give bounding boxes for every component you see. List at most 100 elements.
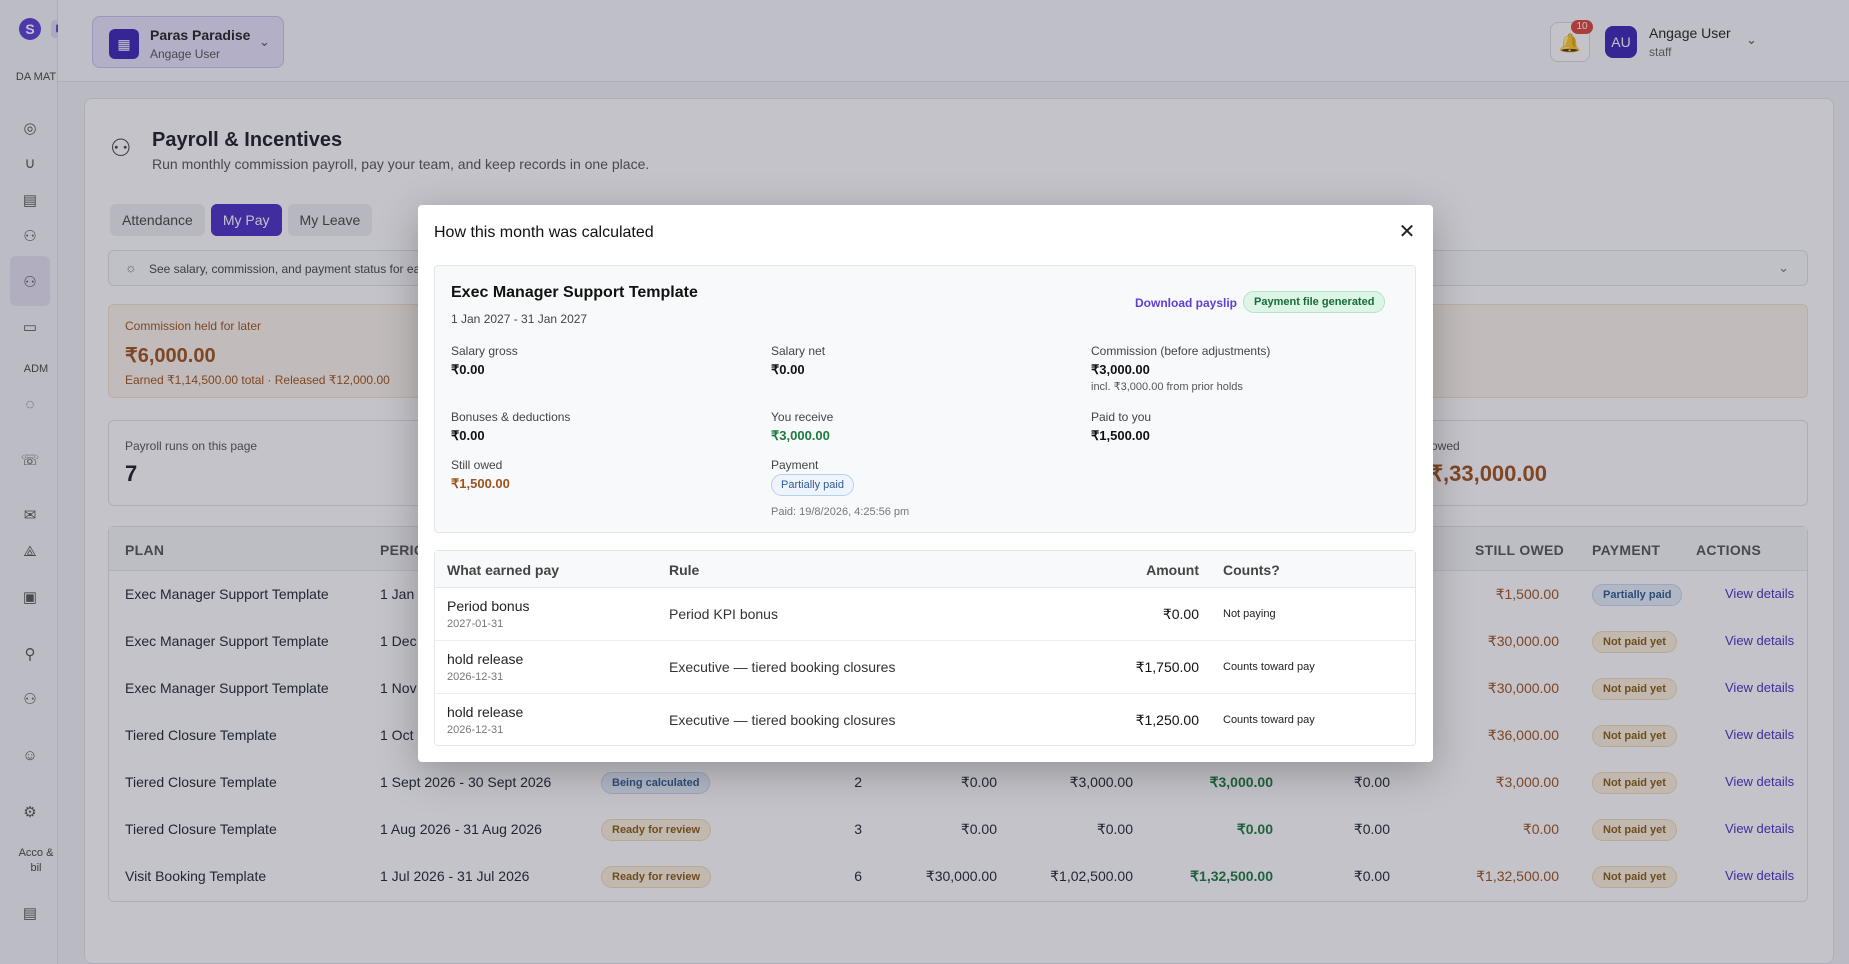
- table-row: hold release 2026-12-31 Executive — tiered…: [435, 694, 1415, 747]
- table-row: Exec Manager Support Template 1 Jan 2 ₹1,5…: [109, 572, 1807, 619]
- payroll-title-icon: ⚇: [110, 135, 132, 162]
- row-salary: ₹0.00: [960, 774, 997, 790]
- whatsapp-icon[interactable]: ◌: [25, 396, 35, 413]
- user-growth-icon[interactable]: ⚲: [24, 646, 36, 663]
- network-icon[interactable]: ⟁: [23, 543, 37, 560]
- tab-my-pay[interactable]: My Pay: [210, 204, 282, 236]
- dashboard-icon[interactable]: ◎: [23, 120, 37, 137]
- tab-attendance[interactable]: Attendance: [110, 204, 205, 236]
- table-row: Period bonus 2027-01-31 Period KPI bonus ₹0…: [435, 588, 1415, 641]
- row-plan: Tiered Closure Template: [125, 774, 277, 790]
- held-summary: Earned ₹1,14,500.00 total · Released ₹12…: [125, 373, 390, 387]
- earning-rule: Executive — tiered booking closures: [669, 659, 896, 675]
- sidebar-section-data: DA MAT: [15, 71, 57, 83]
- user-menu-chevron-icon[interactable]: ⌄: [1746, 32, 1757, 47]
- lightbulb-icon: ☼: [125, 260, 137, 275]
- document-icon[interactable]: ▤: [22, 192, 38, 209]
- header-plan: PLAN: [125, 542, 165, 558]
- users-icon[interactable]: ⚇: [23, 228, 37, 245]
- row-still-owed: ₹3,000.00: [1495, 774, 1559, 790]
- earning-rule: Period KPI bonus: [669, 606, 778, 622]
- sidebar-section-account: Acco & bil: [18, 847, 54, 874]
- earning-date: 2026-12-31: [447, 671, 504, 683]
- magnet-icon[interactable]: ∪: [24, 155, 36, 172]
- view-details-link[interactable]: View details: [1725, 868, 1795, 883]
- row-still-owed: ₹1,500.00: [1495, 586, 1559, 602]
- paid-timestamp: Paid: 19/8/2026, 4:25:56 pm: [771, 506, 910, 518]
- header-rule: Rule: [669, 562, 700, 578]
- row-commission: ₹3,000.00: [1069, 774, 1133, 790]
- page-tabs: Attendance My Pay My Leave: [110, 204, 373, 236]
- payroll-icon[interactable]: ⚇: [23, 274, 37, 291]
- earning-amount: ₹1,250.00: [1135, 712, 1199, 728]
- row-payment-badge: Not paid yet: [1592, 866, 1677, 888]
- header-period: PERIC: [380, 542, 425, 558]
- view-details-link[interactable]: View details: [1725, 774, 1795, 789]
- workspace-switcher[interactable]: ▦ Paras Paradise Angage User ⌄: [92, 16, 284, 68]
- you-receive-value: ₹3,000.00: [771, 428, 830, 443]
- page-subtitle: Run monthly commission payroll, pay your…: [152, 156, 650, 172]
- notification-count-badge: 10: [1571, 20, 1593, 34]
- row-period: 1 Jul 2026 - 31 Jul 2026: [380, 868, 530, 884]
- row-status-badge: Being calculated: [601, 772, 711, 794]
- row-count: 3: [854, 821, 862, 837]
- view-details-link[interactable]: View details: [1725, 680, 1795, 695]
- stat-runs-value: 7: [125, 461, 138, 486]
- earning-amount: ₹0.00: [1162, 606, 1199, 622]
- user-manage-icon[interactable]: ⚇: [23, 691, 37, 708]
- header-amount: Amount: [1146, 562, 1199, 578]
- row-period: 1 Dec: [380, 633, 417, 649]
- settings-icon[interactable]: ⚙: [23, 804, 37, 821]
- avatar[interactable]: AU: [1605, 26, 1637, 58]
- still-owed-value: ₹1,500.00: [451, 476, 510, 491]
- sidebar: S ◧ DA MAT ◎ ∪ ▤ ⚇ ⚇ ▭ ADM ◌ ☏ ✉ ⟁ ▣ ⚲ ⚇…: [0, 0, 69, 964]
- view-details-link[interactable]: View details: [1725, 727, 1795, 742]
- earning-counts: Not paying: [1223, 608, 1276, 620]
- payment-status-badge: Partially paid: [771, 474, 854, 496]
- row-plan: Tiered Closure Template: [125, 727, 277, 743]
- tab-my-leave[interactable]: My Leave: [287, 204, 373, 236]
- app-logo[interactable]: S: [19, 18, 41, 40]
- header-still-owed: STILL OWED: [1475, 542, 1565, 558]
- stat-owed-label: owed: [1431, 439, 1460, 453]
- row-period: 1 Jan 2: [380, 586, 426, 602]
- chevron-down-icon: ⌄: [1778, 260, 1789, 275]
- view-details-link[interactable]: View details: [1725, 586, 1795, 601]
- row-receive: ₹1,32,500.00: [1190, 868, 1273, 884]
- mail-icon[interactable]: ✉: [23, 507, 37, 524]
- phone-icon[interactable]: ☏: [20, 452, 40, 469]
- still-owed-label: Still owed: [451, 458, 503, 472]
- row-commission: ₹1,02,500.00: [1050, 868, 1133, 884]
- salary-gross-label: Salary gross: [451, 344, 518, 358]
- view-details-link[interactable]: View details: [1725, 821, 1795, 836]
- commission-label: Commission (before adjustments): [1091, 344, 1271, 358]
- calculation-modal: How this month was calculated ✕ Exec Man…: [418, 205, 1433, 762]
- close-icon[interactable]: ✕: [1398, 221, 1416, 243]
- earning-name: Period bonus: [447, 598, 530, 614]
- download-payslip-link[interactable]: Download payslip: [1135, 296, 1238, 310]
- row-still-owed: ₹1,32,500.00: [1476, 868, 1559, 884]
- user-name[interactable]: Angage User: [1649, 25, 1731, 41]
- row-status-badge: Ready for review: [601, 866, 712, 888]
- stat-owed-value: ₹,33,000.00: [1429, 461, 1547, 486]
- ledger-icon[interactable]: ▣: [22, 589, 38, 606]
- held-label: Commission held for later: [125, 319, 262, 333]
- view-details-link[interactable]: View details: [1725, 633, 1795, 648]
- table-header: What earned pay Rule Amount Counts?: [435, 551, 1415, 588]
- presentation-icon[interactable]: ▭: [22, 319, 38, 336]
- table-row: Exec Manager Support Template 1 Dec ₹30,00…: [109, 619, 1807, 666]
- row-payment-badge: Not paid yet: [1592, 772, 1677, 794]
- paid-to-you-value: ₹1,500.00: [1091, 428, 1150, 443]
- row-receive: ₹3,000.00: [1209, 774, 1273, 790]
- billing-doc-icon[interactable]: ▤: [22, 905, 38, 922]
- header-counts: Counts?: [1223, 562, 1280, 578]
- salary-net-value: ₹0.00: [771, 362, 805, 377]
- page-title: Payroll & Incentives: [152, 129, 343, 151]
- profile-icon[interactable]: ☺: [22, 747, 38, 764]
- row-count: 2: [854, 774, 862, 790]
- row-plan: Tiered Closure Template: [125, 821, 277, 837]
- row-plan: Exec Manager Support Template: [125, 586, 329, 602]
- payslip-summary-card: Exec Manager Support Template 1 Jan 2027…: [434, 265, 1416, 533]
- earning-name: hold release: [447, 704, 524, 720]
